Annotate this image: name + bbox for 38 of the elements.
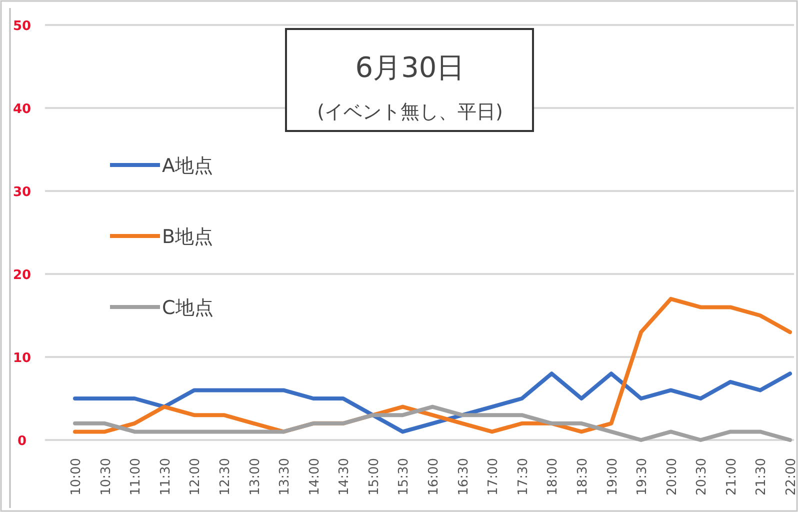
y-tick-label: 20: [12, 268, 32, 283]
x-tick-label: 20:00: [664, 458, 680, 496]
line-series: [73, 372, 792, 434]
x-tick-label: 19:30: [635, 458, 650, 496]
x-tick-label: 14:00: [307, 458, 322, 496]
x-tick-label: 10:30: [98, 458, 114, 496]
x-tick-label: 13:30: [278, 458, 293, 496]
x-tick-label: 17:00: [486, 458, 502, 496]
y-tick-label: 50: [12, 19, 32, 34]
x-tick-label: 15:30: [396, 458, 412, 496]
x-tick-label: 22:00: [784, 458, 798, 496]
x-tick-label: 12:30: [218, 458, 233, 496]
x-tick-label: 12:00: [188, 458, 204, 496]
x-tick-label: 14:30: [337, 458, 352, 496]
y-tick-label: 10: [12, 351, 32, 366]
x-tick-label: 16:30: [456, 458, 472, 496]
x-tick-label: 18:30: [575, 458, 590, 496]
y-tick-label: 0: [17, 434, 27, 449]
x-tick-label: 20:30: [694, 458, 710, 496]
y-tick-label: 40: [12, 102, 32, 117]
x-tick-label: 13:00: [248, 458, 263, 496]
x-tick-label: 11:30: [158, 458, 174, 496]
x-tick-label: 17:30: [516, 458, 531, 496]
legend-label: B地点: [162, 226, 214, 248]
text: (イベント無し、平日): [317, 101, 503, 123]
x-tick-label: 11:00: [128, 458, 144, 496]
x-tick-label: 10:00: [69, 458, 84, 496]
x-tick-label: 19:00: [605, 458, 620, 496]
legend-label: C地点: [162, 297, 214, 319]
legend-label: A地点: [162, 155, 213, 177]
x-tick-label: 21:00: [724, 458, 740, 496]
x-tick-label: 15:00: [366, 458, 382, 496]
y-tick-label: 30: [12, 185, 32, 200]
x-tick-label: 16:00: [426, 458, 442, 496]
x-tick-label: 21:30: [754, 458, 770, 496]
text: 6月30日: [355, 51, 465, 84]
x-tick-label: 18:00: [546, 458, 561, 496]
line-series: [73, 404, 792, 442]
